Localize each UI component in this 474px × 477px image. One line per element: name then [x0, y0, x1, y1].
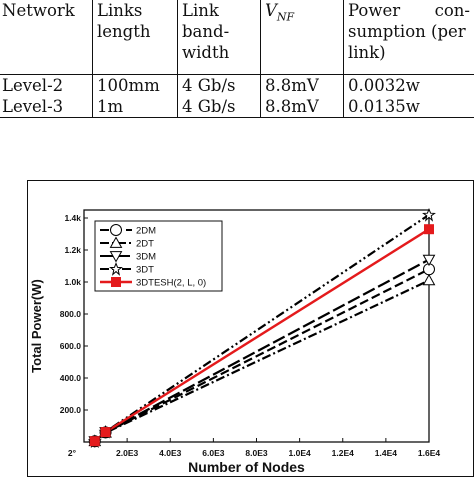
data-point	[109, 251, 123, 263]
x-tick-label: 6.0E3	[202, 448, 224, 458]
header-network: Network	[0, 0, 93, 75]
header-power-line3: link)	[348, 43, 386, 62]
y-tick-label: 1.2k	[64, 245, 81, 255]
star-marker	[422, 207, 436, 222]
x-tick-label: 2°	[68, 448, 77, 458]
header-bandwidth-line2: band-	[182, 22, 230, 41]
y-tick-label: 1.4k	[64, 213, 81, 223]
cell-network: Level-3	[0, 96, 93, 118]
y-tick-label: 200.0	[60, 405, 82, 415]
table-row: Level-3 1m 4 Gb/s 8.8mV 0.0135w	[0, 96, 474, 118]
data-point	[111, 277, 121, 287]
cell-length: 100mm	[92, 74, 178, 96]
header-links-length: Links length	[92, 0, 178, 75]
cell-network: Level-2	[2, 76, 64, 95]
triangle-up-marker	[422, 273, 436, 286]
circle-marker	[110, 224, 122, 236]
header-bandwidth-line1: Link	[182, 1, 219, 20]
y-tick-label: 1.0k	[64, 277, 81, 287]
square-marker	[100, 427, 111, 438]
x-tick-label: 4.0E3	[159, 448, 181, 458]
data-point	[109, 262, 123, 276]
header-links-length-line2: length	[97, 22, 151, 41]
legend-entry: 3DT	[136, 265, 154, 276]
x-tick-label: 1.6E4	[418, 448, 440, 458]
legend-entry: 2DT	[136, 239, 154, 250]
x-tick-label: 2.0E3	[116, 448, 138, 458]
data-point	[422, 273, 436, 286]
header-power-line1a: Power	[348, 1, 401, 20]
parameters-table: Network Links length Link band- width VN…	[0, 0, 474, 118]
chart-svg: 200.0 400.0 600.0 800.0 1.0k 1.2k 1.4k 2° 2.0E3 4…	[27, 180, 474, 477]
triangle-down-marker	[109, 251, 123, 263]
legend-entry: 3DM	[136, 252, 156, 263]
data-point	[424, 224, 434, 235]
y-tick-label: 800.0	[60, 309, 82, 319]
legend: 2DM 2DT 3DM 3DT 3DTESH(2, L, 0)	[94, 220, 223, 292]
data-point	[109, 236, 123, 248]
star-marker	[109, 262, 123, 276]
x-tick-label: 1.0E4	[289, 448, 311, 458]
x-axis-label: Number of Nodes	[188, 459, 305, 475]
header-power-line1b: con-	[434, 1, 470, 20]
header-vnf-main: V	[265, 1, 277, 20]
x-tick-label: 8.0E3	[245, 448, 267, 458]
data-point	[89, 436, 100, 447]
triangle-up-marker	[109, 236, 123, 248]
cell-bandwidth: 4 Gb/s	[177, 74, 261, 96]
header-power-line2: sumption (per	[348, 22, 466, 41]
legend-entry: 2DM	[136, 226, 156, 237]
header-power: Power con- sumption (per link)	[343, 0, 474, 75]
header-link-bandwidth: Link band- width	[177, 0, 261, 75]
cell-vnf: 8.8mV	[260, 96, 344, 118]
triangle-down-marker	[422, 254, 436, 267]
y-tick-label: 600.0	[60, 341, 82, 351]
square-marker	[424, 224, 434, 235]
cell-length: 1m	[92, 96, 178, 118]
square-marker	[111, 277, 121, 287]
y-axis-label: Total Power(W)	[29, 279, 44, 373]
data-point	[110, 224, 122, 236]
header-links-length-line1: Links	[97, 1, 143, 20]
data-point	[100, 427, 111, 438]
data-point	[422, 254, 436, 267]
table-row: Level-2 100mm 4 Gb/s 8.8mV 0.0032w	[0, 74, 474, 96]
y-tick-label: 400.0	[60, 373, 82, 383]
cell-power: 0.0135w	[343, 96, 474, 118]
x-tick-label: 1.4E4	[375, 448, 397, 458]
header-vnf: VNF	[260, 0, 344, 75]
x-tick-label: 1.2E4	[332, 448, 354, 458]
legend-entry: 3DTESH(2, L, 0)	[136, 278, 206, 289]
cell-vnf: 8.8mV	[260, 74, 344, 96]
cell-power: 0.0032w	[343, 74, 474, 96]
data-point	[422, 207, 436, 222]
table-header-row: Network Links length Link band- width VN…	[0, 0, 474, 75]
figure-frame	[27, 180, 474, 477]
header-vnf-sub: NF	[276, 10, 295, 24]
power-chart: 200.0 400.0 600.0 800.0 1.0k 1.2k 1.4k 2° 2.0E3 4…	[27, 180, 474, 477]
header-bandwidth-line3: width	[182, 43, 230, 62]
square-marker	[89, 436, 100, 447]
cell-bandwidth: 4 Gb/s	[177, 96, 261, 118]
header-network-label: Network	[2, 1, 75, 20]
